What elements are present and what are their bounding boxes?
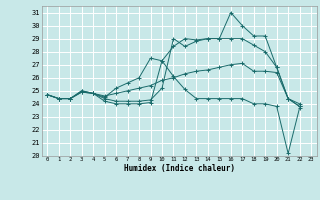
X-axis label: Humidex (Indice chaleur): Humidex (Indice chaleur) xyxy=(124,164,235,173)
